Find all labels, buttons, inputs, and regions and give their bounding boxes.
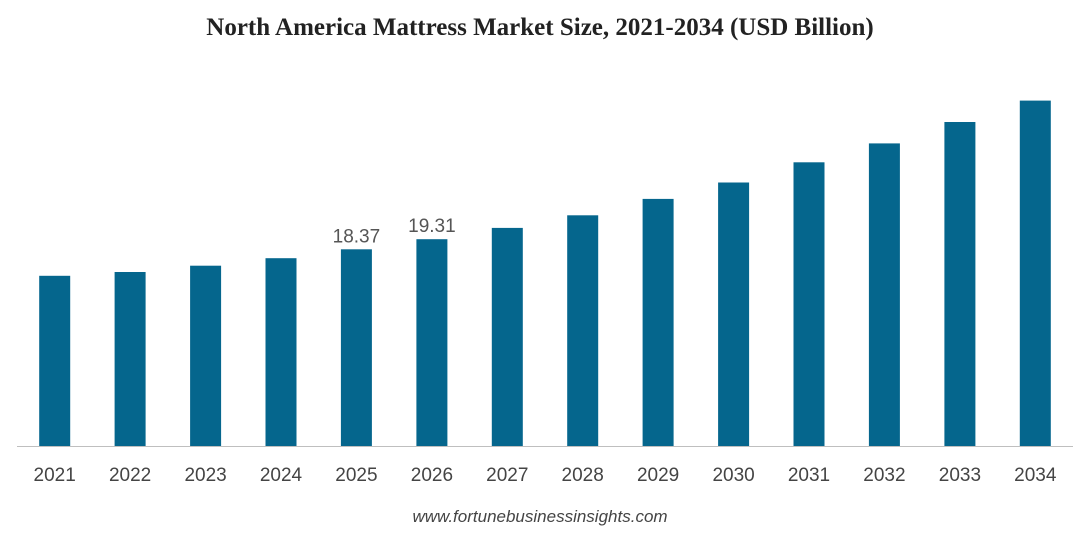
bar-2021 (39, 275, 71, 446)
tick-labels-group: 2021 2022 2023 2024 2025 2026 2027 2028 2029 2030… (34, 465, 1057, 486)
x-tick-label-2029: 2029 (637, 465, 679, 486)
bar-chart: 18.37 19.31 2021 2022 2023 2024 2025 2026 2027 2… (17, 100, 1073, 486)
bar-2025 (340, 249, 372, 446)
bar-2029 (642, 198, 674, 446)
bar-2030 (718, 182, 750, 446)
x-tick-label-2023: 2023 (184, 465, 226, 486)
bar-2031 (793, 162, 825, 447)
x-tick-label-2022: 2022 (109, 465, 151, 486)
bar-2027 (491, 227, 523, 446)
chart-title: North America Mattress Market Size, 2021… (206, 14, 874, 41)
data-labels-group: 18.37 19.31 (333, 216, 456, 247)
x-tick-label-2033: 2033 (939, 465, 981, 486)
bar-2033 (944, 122, 976, 446)
bar-2028 (567, 215, 599, 446)
x-tick-label-2028: 2028 (562, 465, 604, 486)
data-label-2025: 18.37 (333, 226, 381, 247)
bar-2034 (1019, 100, 1051, 446)
x-tick-label-2031: 2031 (788, 465, 830, 486)
x-tick-label-2025: 2025 (335, 465, 377, 486)
x-tick-label-2034: 2034 (1014, 465, 1057, 486)
x-tick-label-2032: 2032 (863, 465, 905, 486)
x-tick-label-2026: 2026 (411, 465, 453, 486)
bar-2022 (114, 272, 146, 446)
bar-2023 (190, 265, 222, 446)
x-tick-label-2027: 2027 (486, 465, 528, 486)
bar-2024 (265, 258, 297, 446)
bar-2032 (868, 143, 900, 446)
bars-group (39, 100, 1051, 447)
data-label-2026: 19.31 (408, 216, 456, 237)
x-tick-label-2024: 2024 (260, 465, 303, 486)
x-tick-label-2030: 2030 (712, 465, 754, 486)
bar-2026 (416, 239, 448, 446)
source-url: www.fortunebusinessinsights.com (412, 507, 668, 526)
x-tick-label-2021: 2021 (34, 465, 76, 486)
